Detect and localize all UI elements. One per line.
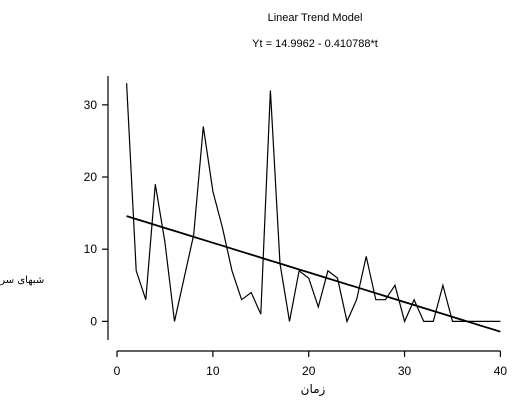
axes: 0 10 20 30 0 10 20 30 40 [84, 76, 508, 378]
y-tick-label: 30 [84, 98, 98, 112]
trend-line [126, 215, 501, 333]
y-tick-label: 20 [84, 170, 98, 184]
chart-title: Linear Trend Model [268, 12, 363, 24]
x-tick-label: 30 [398, 364, 412, 378]
plot-area [126, 83, 501, 333]
x-tick-label: 10 [206, 364, 220, 378]
x-axis-label: زمان [301, 382, 326, 397]
x-tick-label: 20 [302, 364, 316, 378]
y-tick-label: 10 [84, 242, 98, 256]
y-axis-label: شبهای سرد [0, 275, 44, 286]
series-line-actual [126, 83, 501, 324]
x-tick-label: 0 [114, 364, 121, 378]
y-tick-label: 0 [90, 314, 97, 328]
x-tick-label: 40 [494, 364, 508, 378]
chart-subtitle: Yt = 14.9962 - 0.410788*t [252, 38, 378, 50]
